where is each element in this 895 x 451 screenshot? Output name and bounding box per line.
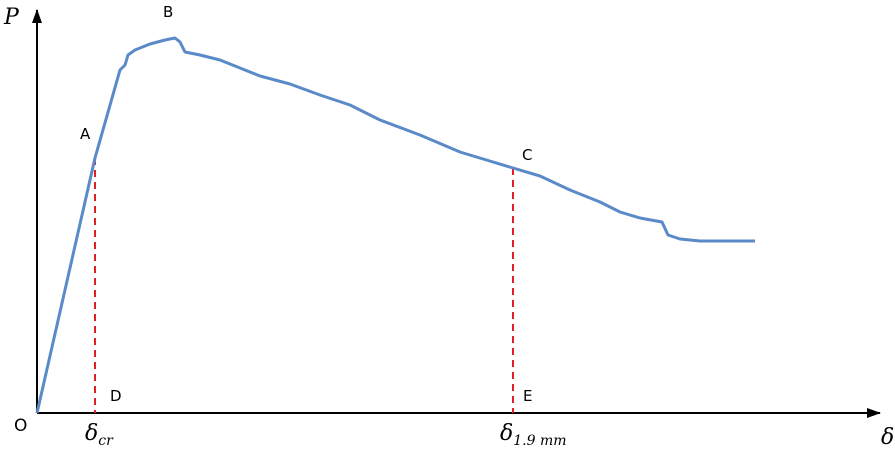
point-label: B <box>163 3 173 21</box>
origin-label: O <box>14 416 27 436</box>
point-label: E <box>523 387 532 405</box>
point-label: D <box>110 387 122 405</box>
symbol: δ <box>85 421 98 446</box>
y-axis-label: P <box>3 5 20 30</box>
x-marker-label: δ1.9 mm <box>500 421 567 449</box>
x-axis-label: δ <box>881 425 894 450</box>
point-label: A <box>80 125 91 143</box>
subscript: 1.9 mm <box>513 433 566 449</box>
point-label: C <box>522 146 532 164</box>
subscript: cr <box>98 433 114 449</box>
x-marker-label: δcr <box>85 421 114 449</box>
symbol: δ <box>500 421 513 446</box>
load-curve <box>35 36 755 414</box>
